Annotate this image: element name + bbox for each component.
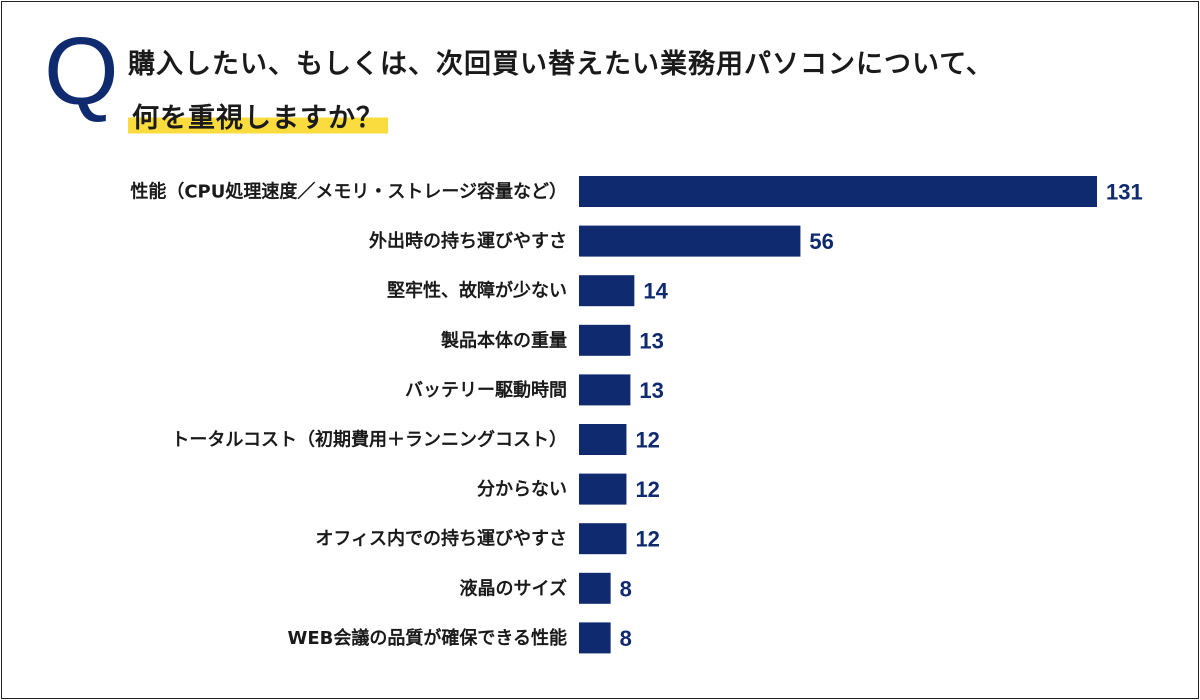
category-label: WEB会議の品質が確保できる性能: [287, 627, 567, 649]
category-label: オフィス内での持ち運びやすさ: [315, 528, 567, 550]
value-label: 14: [643, 279, 668, 304]
category-label: トータルコスト（初期費用＋ランニングコスト）: [171, 429, 567, 451]
category-label: 外出時の持ち運びやすさ: [369, 230, 567, 252]
value-label: 12: [635, 428, 659, 453]
value-label: 131: [1106, 180, 1143, 205]
value-label: 12: [635, 477, 659, 502]
value-label: 12: [635, 527, 659, 552]
bar: [579, 176, 1097, 207]
bar: [579, 572, 611, 604]
question-q-mark: Q: [44, 18, 119, 125]
value-label: 8: [620, 576, 632, 601]
category-label: 製品本体の重量: [440, 329, 567, 351]
category-label: 堅牢性、故障が少ない: [387, 280, 567, 302]
bar: [579, 324, 631, 356]
value-label: 8: [620, 626, 632, 651]
category-label: 分からない: [477, 479, 567, 500]
bar: [579, 473, 627, 505]
value-label: 13: [639, 378, 663, 403]
question-title-line2: 何を重視しますか？: [128, 96, 388, 135]
bar: [579, 275, 635, 307]
bar: [579, 523, 627, 555]
bar: [579, 622, 611, 654]
bar: [579, 424, 627, 455]
category-label: バッテリー駆動時間: [405, 379, 567, 401]
value-label: 13: [639, 328, 663, 353]
value-label: 56: [809, 229, 833, 254]
question-title-line1: 購入したい、もしくは、次回買い替えたい業務用パソコンについて、: [128, 49, 994, 80]
category-label: 性能（CPU処理速度／メモリ・ストレージ容量など）: [130, 181, 567, 203]
bar: [579, 374, 631, 406]
bar: [579, 225, 801, 257]
category-label: 液晶のサイズ: [460, 577, 567, 599]
